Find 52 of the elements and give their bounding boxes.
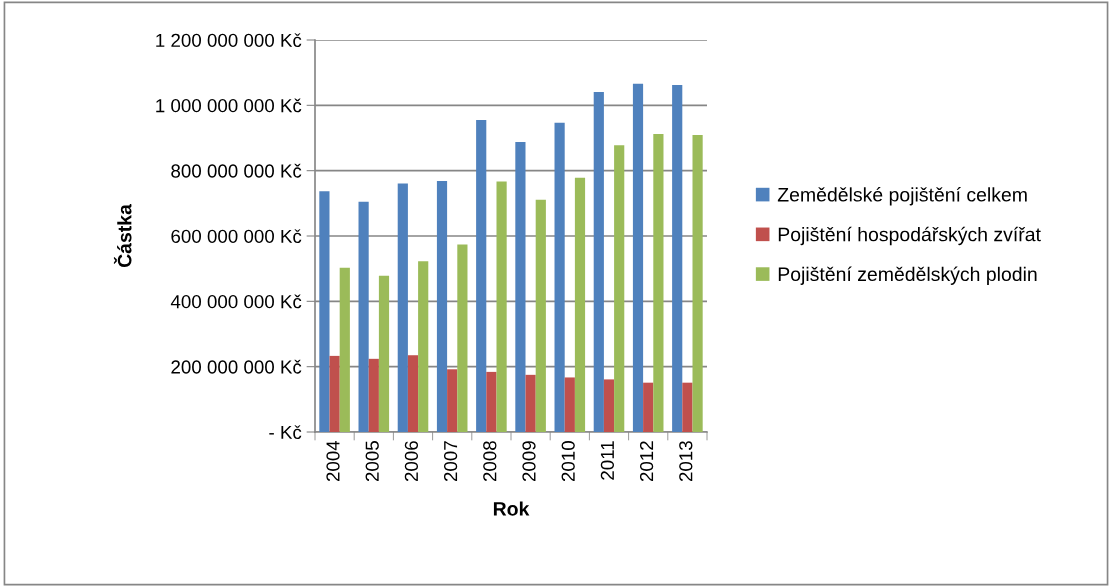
x-axis-title: Rok [493,501,530,516]
bar [496,181,507,432]
bar [476,120,487,432]
y-axis-title: Částka [113,203,132,268]
bar [397,183,408,432]
legend-label: Zemědělské pojištění celkem [777,187,1027,206]
bar [515,141,526,432]
bar [407,355,419,432]
bar [632,83,644,432]
bar [329,355,340,432]
bar [672,85,683,432]
x-tick-label: 2013 [679,441,693,482]
bar [339,267,350,432]
bar [593,91,604,432]
legend-label: Pojištění hospodářských zvířat [778,226,1041,246]
bar [319,191,330,432]
bar [564,377,575,432]
y-tick-label: 400 000 000 Kč [170,294,302,309]
bar [603,379,615,432]
y-tick-label: 600 000 000 Kč [171,229,302,243]
y-tick-label: - Kč [269,425,302,439]
bar [614,145,625,432]
x-tick-label: 2007 [443,441,458,482]
legend-label: Pojištění zemědělských plodin [778,266,1037,285]
y-tick-label: 1 000 000 000 Kč [156,98,302,113]
x-tick-label: 2004 [326,440,340,482]
x-tick-label: 2010 [561,441,575,482]
bar [682,382,693,432]
x-tick-label: 2009 [522,441,536,482]
bar [418,261,429,432]
bar [378,275,390,432]
x-tick-label: 2011 [600,441,615,480]
x-tick-label: 2005 [365,441,379,482]
bar [525,374,536,432]
bar [368,358,379,432]
bar [436,181,448,432]
bar [535,199,546,432]
x-tick-label: 2008 [483,441,497,482]
y-tick-label: 200 000 000 Kč [171,359,302,374]
bar [457,244,468,432]
bar [653,134,664,432]
bar [574,177,586,432]
y-tick-label: 800 000 000 Kč [171,163,302,178]
bar [358,201,369,432]
x-tick-label: 2006 [404,441,419,482]
bar [486,371,497,432]
x-tick-label: 2012 [639,441,654,482]
y-tick-label: 1 200 000 000 Kč [156,33,302,47]
bar [643,382,654,432]
bar [692,135,703,432]
bar [447,369,458,432]
bar [554,122,565,432]
